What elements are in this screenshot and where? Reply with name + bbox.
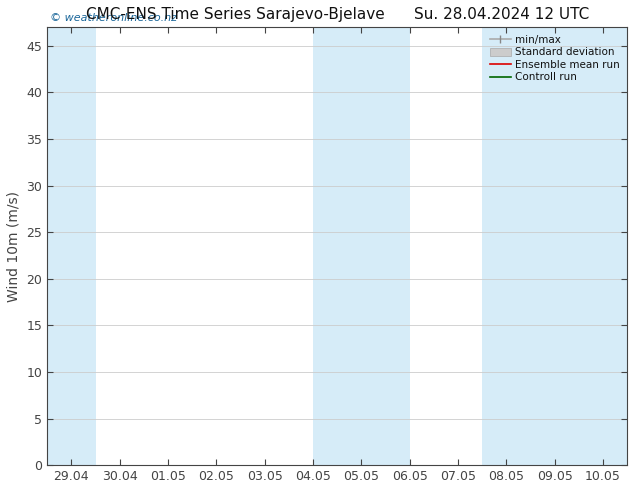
Bar — [482, 27, 531, 465]
Legend: min/max, Standard deviation, Ensemble mean run, Controll run: min/max, Standard deviation, Ensemble me… — [488, 32, 622, 84]
Text: © weatheronline.co.nz: © weatheronline.co.nz — [50, 13, 177, 23]
Y-axis label: Wind 10m (m/s): Wind 10m (m/s) — [7, 191, 21, 302]
Bar — [48, 27, 96, 465]
Bar — [313, 27, 361, 465]
Bar — [531, 27, 627, 465]
Bar — [361, 27, 410, 465]
Title: CMC-ENS Time Series Sarajevo-Bjelave      Su. 28.04.2024 12 UTC: CMC-ENS Time Series Sarajevo-Bjelave Su.… — [86, 7, 589, 22]
